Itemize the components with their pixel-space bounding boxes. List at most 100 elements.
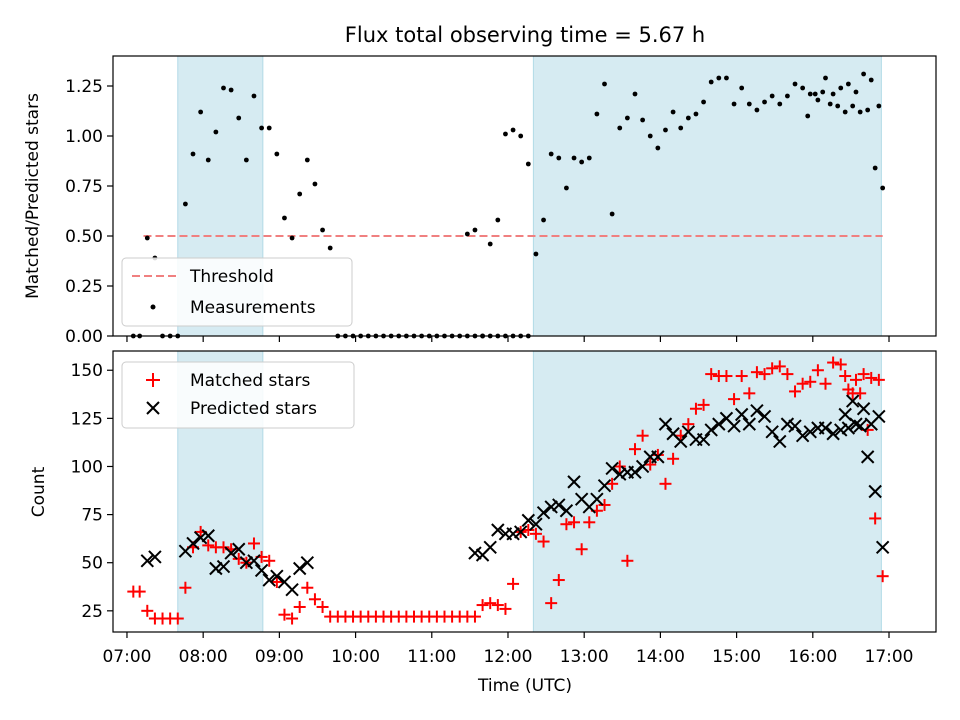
measurement-point	[853, 89, 859, 95]
measurement-point	[182, 201, 188, 207]
measurement-point	[820, 89, 826, 95]
predicted-star-marker	[628, 465, 642, 479]
predicted-star-marker	[285, 582, 299, 597]
y-tick-label: 100	[71, 457, 103, 477]
predicted-star-marker	[818, 421, 833, 435]
x-tick-label: 08:00	[179, 647, 228, 667]
measurement-point	[221, 85, 226, 91]
matched-star-marker	[854, 387, 867, 400]
x-tick-label: 10:00	[331, 647, 380, 667]
measurement-point	[556, 155, 562, 161]
matched-star-marker	[876, 570, 889, 583]
measurement-point	[746, 101, 752, 107]
x-axis-label: Time (UTC)	[477, 676, 572, 696]
measurement-point	[872, 165, 878, 171]
measurement-point	[845, 81, 851, 87]
measurement-point	[762, 99, 767, 105]
measurement-point	[297, 191, 303, 197]
y-tick-label: 1.25	[65, 77, 103, 97]
matched-star-marker	[659, 477, 672, 490]
y-tick-label: 125	[71, 409, 103, 429]
predicted-star-marker	[483, 540, 497, 555]
measurement-point	[838, 85, 844, 91]
measurement-point	[198, 109, 204, 115]
predicted-star-marker	[567, 475, 581, 489]
matched-star-marker	[621, 554, 634, 567]
measurement-point	[815, 97, 821, 103]
predicted-star-marker	[658, 417, 673, 431]
matched-star-marker	[636, 429, 649, 442]
legend-measurements-label: Measurements	[190, 298, 316, 318]
measurement-point	[865, 107, 871, 113]
predicted-star-marker	[216, 559, 231, 574]
matched-stars-points	[127, 356, 889, 625]
matched-star-marker	[499, 602, 512, 615]
measurement-point	[880, 185, 886, 191]
measurement-point	[655, 145, 661, 151]
matched-star-marker	[202, 539, 215, 552]
y-tick-label: 1.00	[65, 127, 103, 147]
predicted-star-marker	[597, 479, 612, 493]
predicted-star-marker	[536, 505, 551, 520]
shaded-region	[532, 55, 882, 337]
predicted-star-marker	[193, 530, 208, 545]
measurement-point	[266, 125, 272, 131]
measurement-point	[624, 115, 630, 121]
matched-star-marker	[839, 370, 852, 383]
measurement-point	[304, 157, 310, 163]
matched-star-marker	[575, 543, 588, 556]
measurement-point	[571, 155, 577, 161]
matched-star-marker	[796, 377, 809, 390]
matched-star-marker	[789, 385, 802, 398]
measurement-point	[236, 115, 242, 121]
measurement-point	[289, 235, 295, 241]
predicted-star-marker	[875, 540, 890, 555]
measurement-point	[701, 99, 706, 105]
predicted-star-marker	[795, 428, 810, 443]
measurement-point	[861, 71, 867, 77]
measurement-point	[617, 125, 623, 131]
shaded-region	[532, 350, 882, 633]
matched-star-marker	[682, 418, 695, 431]
predicted-star-marker	[750, 403, 764, 418]
measurement-point	[693, 111, 699, 117]
measurement-point	[842, 109, 848, 115]
matched-star-marker	[651, 448, 664, 461]
predicted-star-marker	[838, 407, 852, 422]
measurement-point	[685, 115, 691, 121]
measurement-point	[464, 231, 470, 237]
predicted-star-marker	[544, 500, 558, 514]
chart-title: Flux total observing time = 5.67 h	[345, 23, 705, 47]
measurement-point	[632, 91, 638, 97]
measurement-point	[678, 125, 684, 131]
measurement-point	[792, 81, 798, 87]
predicted-star-marker	[552, 498, 566, 512]
x-tick-label: 13:00	[560, 647, 609, 667]
legend-threshold-label: Threshold	[189, 267, 274, 287]
matched-star-marker	[865, 371, 878, 384]
matched-star-marker	[598, 498, 611, 511]
predicted-star-marker	[239, 556, 254, 570]
matched-star-marker	[560, 518, 573, 531]
predicted-star-marker	[826, 427, 840, 441]
legend-measurements-swatch	[150, 304, 156, 310]
matched-star-marker	[141, 604, 154, 617]
measurement-point	[812, 91, 818, 97]
predicted-star-marker	[841, 421, 856, 435]
y-tick-label: 0.25	[65, 277, 103, 297]
predicted-star-marker	[704, 423, 718, 437]
bottom-shaded-regions	[177, 350, 882, 633]
measurement-point	[739, 85, 745, 91]
predicted-star-marker	[262, 573, 276, 587]
x-tick-label: 09:00	[255, 647, 304, 667]
matched-star-marker	[750, 366, 763, 379]
predicted-star-marker	[201, 529, 215, 543]
y-tick-label: 75	[81, 506, 103, 526]
predicted-star-marker	[300, 556, 315, 570]
measurement-point	[510, 127, 516, 133]
matched-star-marker	[476, 599, 489, 612]
predicted-star-marker	[734, 407, 749, 422]
measurement-point	[228, 87, 234, 93]
measurement-point	[805, 113, 811, 119]
matched-star-marker	[628, 443, 641, 456]
